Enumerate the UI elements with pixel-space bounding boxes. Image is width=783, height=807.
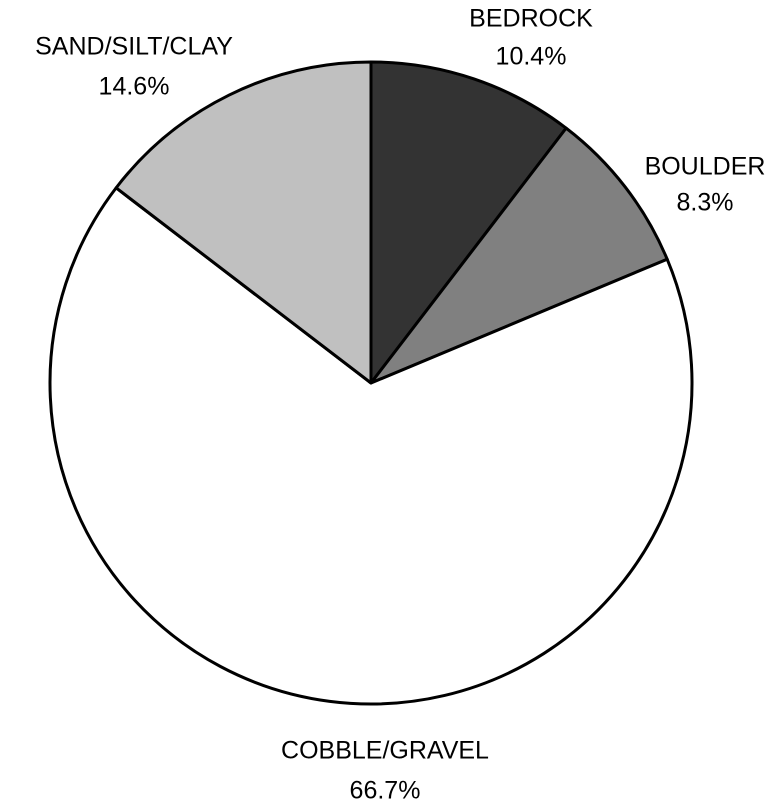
slice-label: SAND/SILT/CLAY [35, 33, 233, 61]
slice-label: BEDROCK [469, 5, 593, 33]
slice-value-label: 8.3% [677, 189, 734, 217]
pie-slice [369, 126, 669, 385]
slice-value-label: 10.4% [496, 43, 567, 71]
pie-slice [369, 60, 568, 385]
slice-label: BOULDER [645, 153, 766, 181]
slice-value-label: 66.7% [350, 777, 421, 805]
slice-value-label: 14.6% [99, 73, 170, 101]
pie-slice [48, 186, 694, 706]
slice-label: COBBLE/GRAVEL [281, 737, 489, 765]
pie-slice [114, 60, 373, 385]
